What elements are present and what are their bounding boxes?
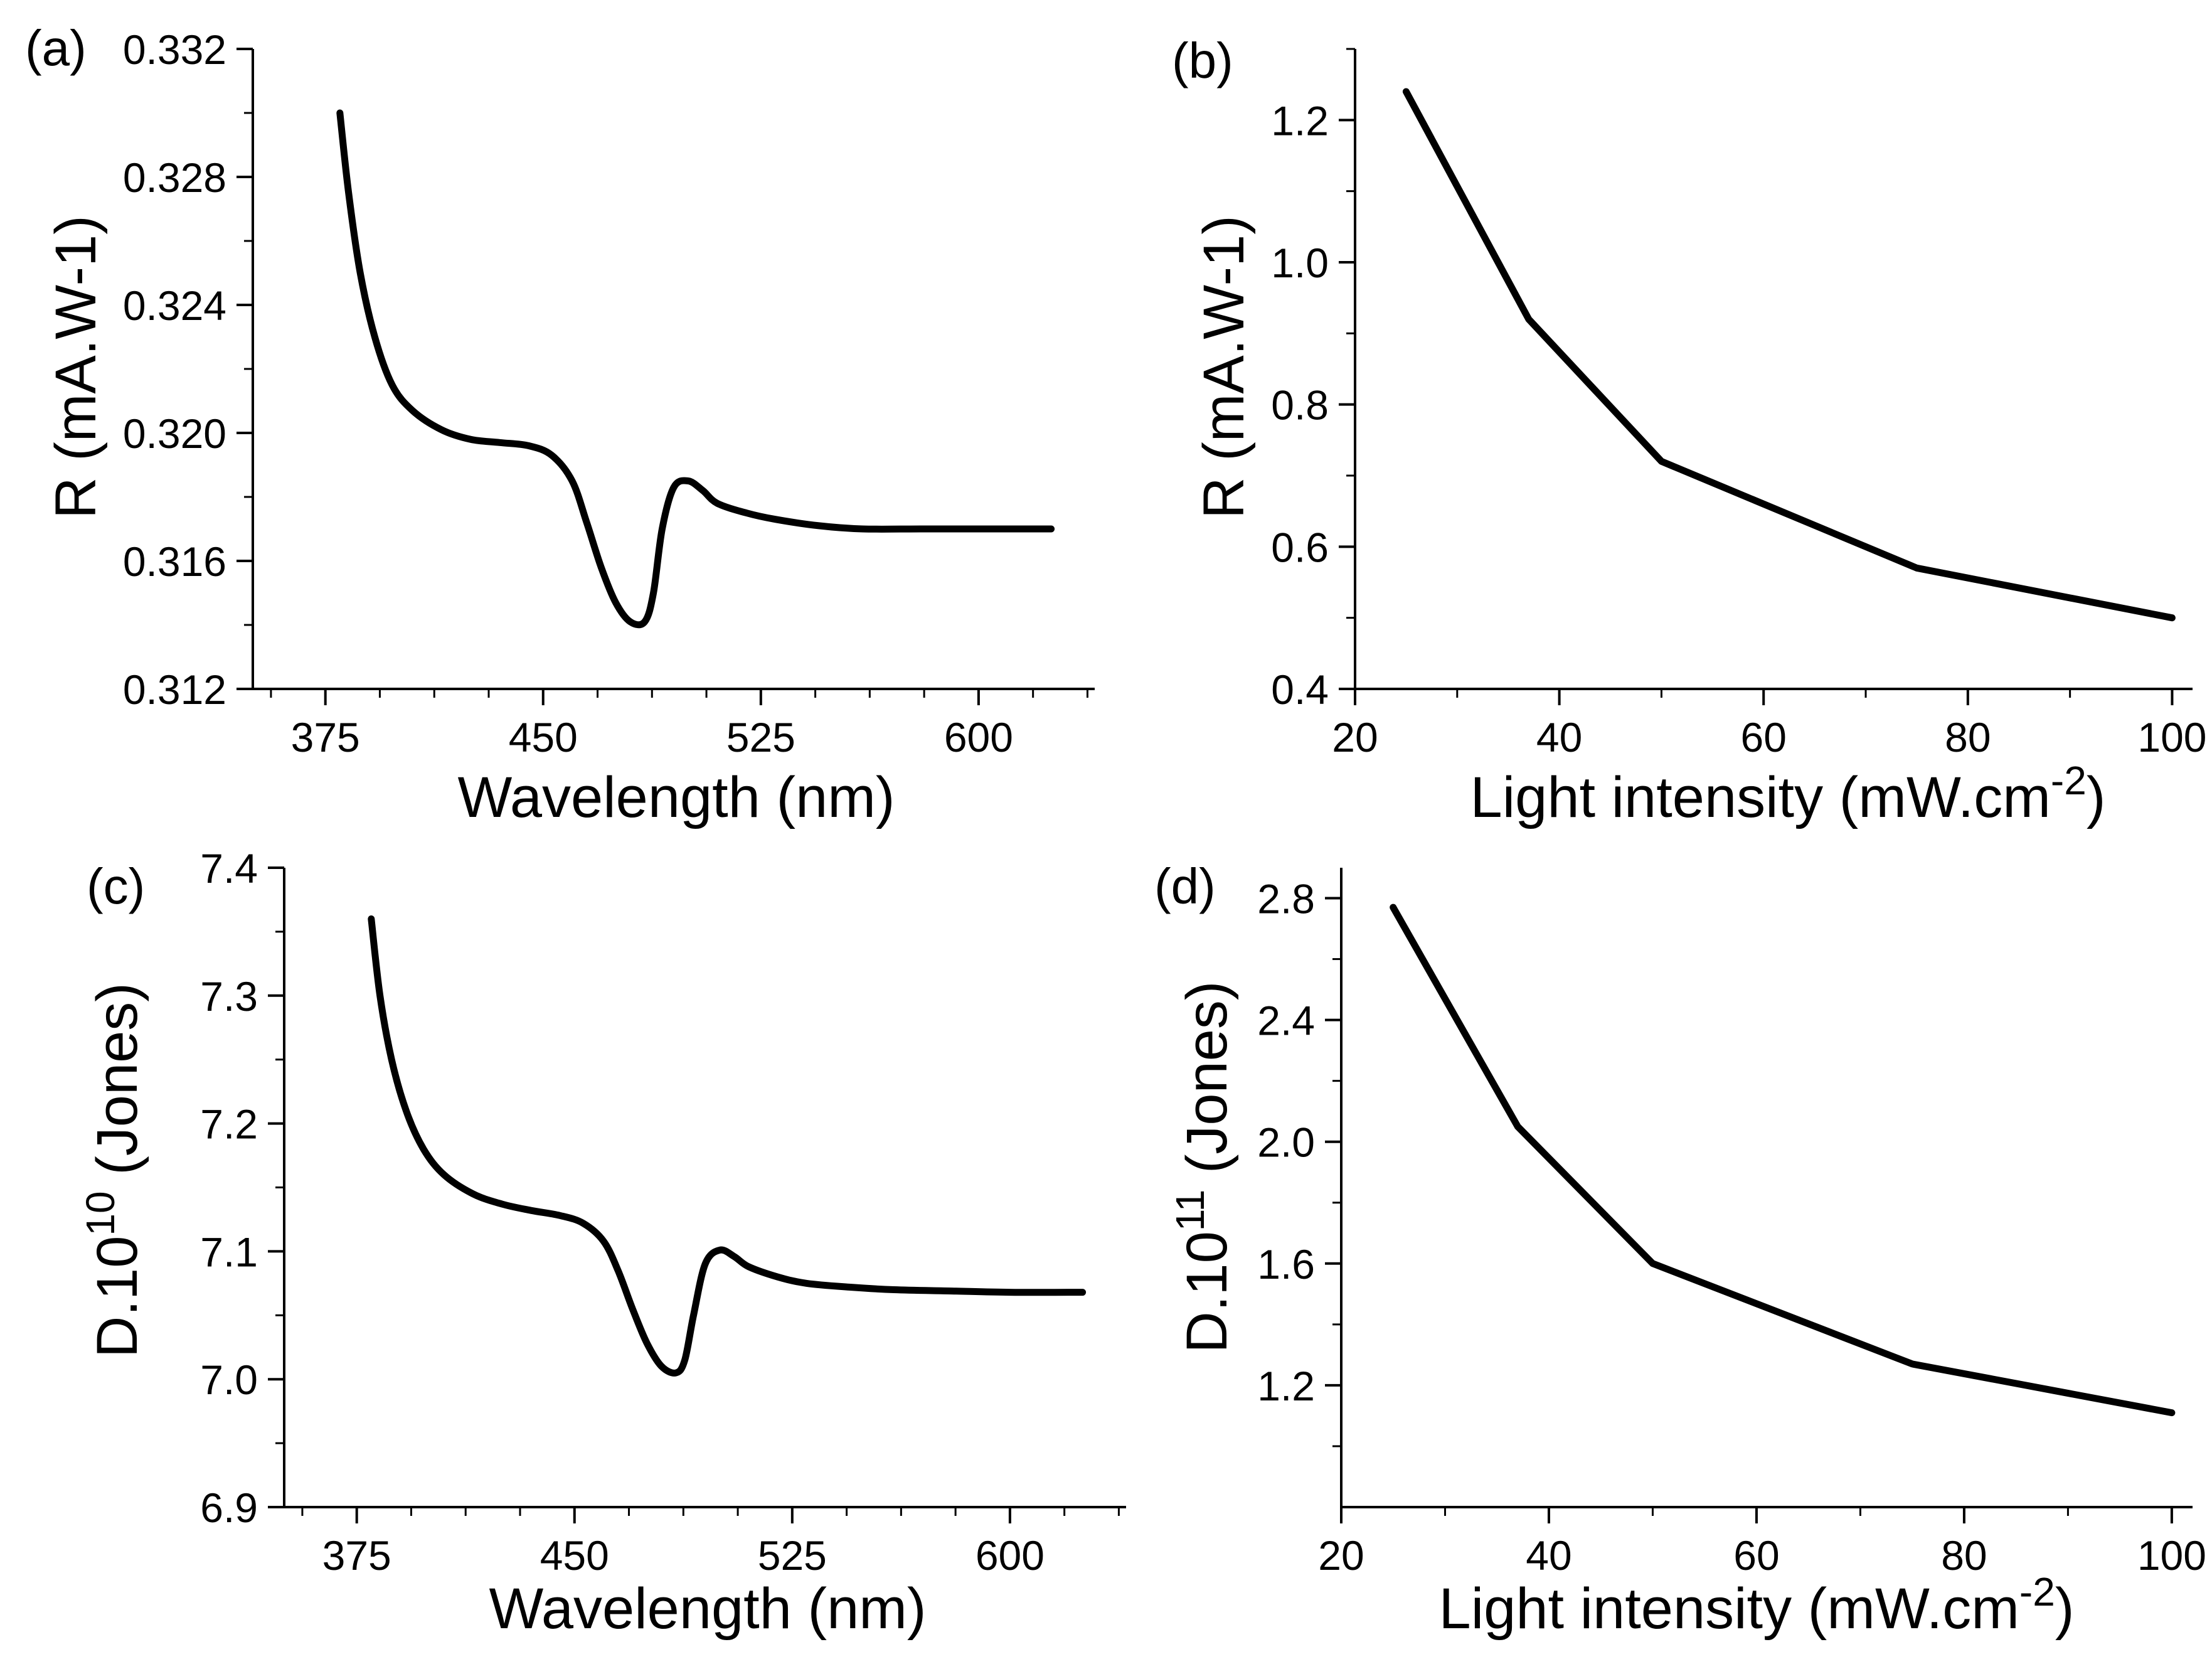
- panel-a-ytick-label-5: 0.332: [123, 26, 226, 73]
- panel-d-ylabel-end: (Jones): [1175, 981, 1239, 1189]
- panel-c-xlabel: Wavelength (nm): [489, 1577, 926, 1641]
- panel-d-xlabel-end: ): [2055, 1577, 2075, 1641]
- panel-d-xtick-label-4: 100: [2137, 1532, 2206, 1579]
- panel-d-ylabel: D.1011 (Jones): [1167, 981, 1239, 1353]
- panel-c-ytick-label-0: 6.9: [200, 1485, 258, 1531]
- panel-c-ylabel-end: (Jones): [85, 983, 149, 1191]
- panel-b-ytick-label-4: 1.2: [1271, 97, 1329, 144]
- panel-d-xlabel-main: Light intensity (mW.cm: [1439, 1577, 2019, 1641]
- panel-a-xtick-label-0: 375: [291, 714, 360, 760]
- panel-c-tick-labels: 375 450 525 600 6.9 7.0 7.1 7.2 7.3 7.4: [200, 845, 1045, 1579]
- panel-d-ytick-label-4: 2.8: [1257, 876, 1315, 922]
- panel-a-axes: [252, 49, 1095, 690]
- panel-b-ytick-label-2: 0.8: [1271, 382, 1329, 429]
- panel-c-label: (c): [87, 858, 145, 914]
- panel-d-ytick-label-1: 1.6: [1257, 1241, 1315, 1287]
- panel-b-label: (b): [1172, 33, 1233, 88]
- panel-c-axes: [283, 868, 1126, 1508]
- panel-a-ytick-label-4: 0.328: [123, 154, 226, 201]
- panel-b-ticks: [1339, 48, 2174, 705]
- panel-b-axes: [1354, 49, 2193, 690]
- panel-c-series-line: [368, 915, 1087, 1377]
- panel-c-ytick-label-1: 7.0: [200, 1357, 258, 1403]
- panel-d-ticks: [1325, 897, 2173, 1523]
- panel-d-ytick-label-0: 1.2: [1257, 1363, 1315, 1409]
- panel-b-series-line: [1402, 88, 2176, 622]
- panel-d-xtick-label-1: 40: [1526, 1532, 1571, 1579]
- panel-a-ytick-label-0: 0.312: [123, 666, 226, 713]
- panel-b-ytick-label-0: 0.4: [1271, 666, 1329, 713]
- panel-d-series-line: [1390, 904, 2176, 1417]
- panel-b: (b) 20 40 60 80 100 0.4 0.6 0.8 1.0 1.2 Light int…: [1172, 33, 2207, 829]
- panel-d-xlabel: Light intensity (mW.cm-2): [1439, 1569, 2075, 1641]
- panel-b-ytick-label-1: 0.6: [1271, 524, 1329, 570]
- panel-c: (c) 375 450 525 600 6.9 7.0 7.1 7.2 7.3 7.4 Wavel…: [78, 845, 1126, 1641]
- panel-a-label: (a): [25, 20, 87, 76]
- panel-a-ytick-label-2: 0.320: [123, 410, 226, 457]
- panel-a-xtick-label-1: 450: [509, 714, 578, 760]
- panel-d-tick-labels: 20 40 60 80 100 1.2 1.6 2.0 2.4 2.8: [1257, 876, 2206, 1579]
- panel-a: (a) 375 450 525 600 0.312 0.316 0.320 0.324 0.32…: [25, 20, 1095, 829]
- panel-d-ylabel-superscript: 11: [1167, 1190, 1213, 1231]
- panel-b-xlabel-end: ): [2087, 765, 2106, 829]
- panel-b-xlabel: Light intensity (mW.cm-2): [1470, 758, 2106, 829]
- panel-d-xlabel-superscript: -2: [2019, 1569, 2055, 1614]
- panel-c-xtick-label-1: 450: [540, 1532, 609, 1579]
- panel-b-xtick-label-2: 60: [1741, 714, 1787, 760]
- panel-c-ylabel-superscript: 10: [78, 1191, 123, 1235]
- panel-a-ylabel: R (mA.W-1): [44, 215, 108, 519]
- panel-a-ytick-label-1: 0.316: [123, 538, 226, 585]
- panel-b-xlabel-superscript: -2: [2051, 758, 2087, 803]
- panel-c-ticks: [268, 866, 1120, 1523]
- panel-c-ytick-label-2: 7.1: [200, 1229, 258, 1275]
- panel-d-ytick-label-3: 2.4: [1257, 998, 1315, 1044]
- panel-d-ylabel-main: D.10: [1175, 1231, 1239, 1353]
- panel-d-xtick-label-2: 60: [1733, 1532, 1779, 1579]
- panel-b-xtick-label-0: 20: [1332, 714, 1378, 760]
- panel-b-xtick-label-4: 100: [2137, 714, 2206, 760]
- panel-c-xtick-label-2: 525: [758, 1532, 827, 1579]
- panel-c-ylabel-main: D.10: [85, 1236, 149, 1358]
- panel-c-xtick-label-3: 600: [976, 1532, 1045, 1579]
- panel-c-ytick-label-4: 7.3: [200, 973, 258, 1020]
- panel-a-series-line: [336, 109, 1055, 629]
- panel-b-xtick-label-1: 40: [1536, 714, 1582, 760]
- panel-d-axes: [1340, 868, 2193, 1508]
- panel-a-ticks: [237, 48, 1088, 705]
- panel-a-tick-labels: 375 450 525 600 0.312 0.316 0.320 0.324 0.328 0.3…: [123, 26, 1013, 760]
- panel-b-xtick-label-3: 80: [1945, 714, 1991, 760]
- panel-c-ylabel: D.1010 (Jones): [78, 983, 149, 1358]
- panel-a-xlabel: Wavelength (nm): [457, 765, 895, 829]
- panel-a-xtick-label-2: 525: [726, 714, 795, 760]
- panel-b-xlabel-main: Light intensity (mW.cm: [1470, 765, 2051, 829]
- panel-d-label: (d): [1154, 858, 1216, 914]
- panel-a-ytick-label-3: 0.324: [123, 282, 226, 329]
- panel-b-tick-labels: 20 40 60 80 100 0.4 0.6 0.8 1.0 1.2: [1271, 97, 2206, 760]
- panel-a-xtick-label-3: 600: [944, 714, 1013, 760]
- panel-d-xtick-label-0: 20: [1318, 1532, 1364, 1579]
- panel-c-ytick-label-3: 7.2: [200, 1101, 258, 1148]
- panel-c-ytick-label-5: 7.4: [200, 845, 258, 892]
- panel-c-xtick-label-0: 375: [322, 1532, 391, 1579]
- panel-b-ylabel: R (mA.W-1): [1192, 215, 1256, 519]
- panel-d-xtick-label-3: 80: [1941, 1532, 1987, 1579]
- panel-b-ytick-label-3: 1.0: [1271, 240, 1329, 286]
- panel-d-ytick-label-2: 2.0: [1257, 1119, 1315, 1166]
- panel-d: (d) 20 40 60 80 100 1.2 1.6 2.0 2.4 2.8 Light int…: [1154, 858, 2206, 1641]
